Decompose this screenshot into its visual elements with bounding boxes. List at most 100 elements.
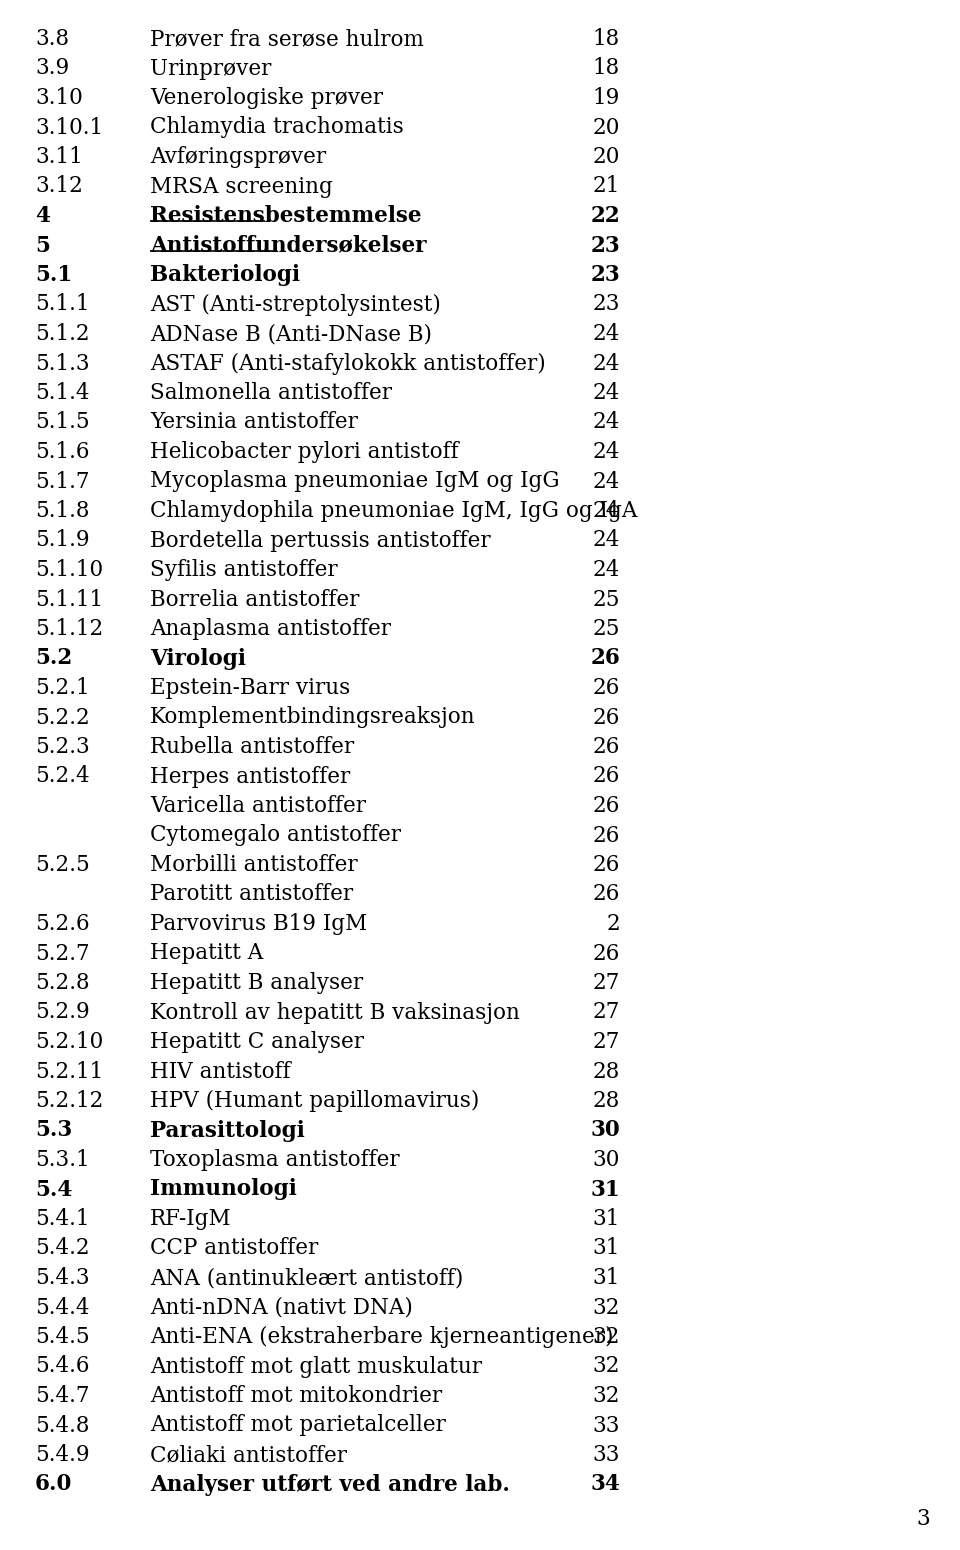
Text: 25: 25 xyxy=(592,589,620,611)
Text: 26: 26 xyxy=(592,942,620,964)
Text: 5.2.8: 5.2.8 xyxy=(35,972,89,994)
Text: 26: 26 xyxy=(592,677,620,699)
Text: ASTAF (Anti-stafylokokk antistoffer): ASTAF (Anti-stafylokokk antistoffer) xyxy=(150,352,545,375)
Text: 5.2.9: 5.2.9 xyxy=(35,1001,89,1023)
Text: Chlamydophila pneumoniae IgM, IgG og IgA: Chlamydophila pneumoniae IgM, IgG og IgA xyxy=(150,501,637,522)
Text: 5.1.2: 5.1.2 xyxy=(35,322,89,346)
Text: 24: 24 xyxy=(592,501,620,522)
Text: 21: 21 xyxy=(592,175,620,197)
Text: 5.3: 5.3 xyxy=(35,1119,72,1141)
Text: Prøver fra serøse hulrom: Prøver fra serøse hulrom xyxy=(150,28,424,50)
Text: Yersinia antistoffer: Yersinia antistoffer xyxy=(150,411,358,434)
Text: Epstein-Barr virus: Epstein-Barr virus xyxy=(150,677,350,699)
Text: 31: 31 xyxy=(592,1207,620,1231)
Text: Antistoff mot mitokondrier: Antistoff mot mitokondrier xyxy=(150,1386,443,1407)
Text: 5.2: 5.2 xyxy=(35,648,72,670)
Text: Virologi: Virologi xyxy=(150,648,246,670)
Text: 5.1.9: 5.1.9 xyxy=(35,530,89,552)
Text: 3.11: 3.11 xyxy=(35,146,83,167)
Text: 5.4.6: 5.4.6 xyxy=(35,1356,89,1378)
Text: 5.4.4: 5.4.4 xyxy=(35,1296,89,1319)
Text: Komplementbindingsreaksjon: Komplementbindingsreaksjon xyxy=(150,707,475,728)
Text: 5.1.11: 5.1.11 xyxy=(35,589,103,611)
Text: ADNase B (Anti-DNase B): ADNase B (Anti-DNase B) xyxy=(150,322,432,346)
Text: Borrelia antistoffer: Borrelia antistoffer xyxy=(150,589,359,611)
Text: 3.10: 3.10 xyxy=(35,87,83,108)
Text: 5.2.5: 5.2.5 xyxy=(35,854,89,876)
Text: 5.2.4: 5.2.4 xyxy=(35,766,89,787)
Text: Hepatitt C analyser: Hepatitt C analyser xyxy=(150,1031,364,1052)
Text: 23: 23 xyxy=(592,293,620,316)
Text: 5.3.1: 5.3.1 xyxy=(35,1149,89,1170)
Text: 31: 31 xyxy=(590,1178,620,1201)
Text: 27: 27 xyxy=(592,1031,620,1052)
Text: 5.2.11: 5.2.11 xyxy=(35,1060,104,1082)
Text: Morbilli antistoffer: Morbilli antistoffer xyxy=(150,854,358,876)
Text: Immunologi: Immunologi xyxy=(150,1178,297,1201)
Text: 26: 26 xyxy=(592,883,620,905)
Text: ANA (antinukleært antistoff): ANA (antinukleært antistoff) xyxy=(150,1266,464,1290)
Text: 5.2.12: 5.2.12 xyxy=(35,1090,104,1111)
Text: 3.12: 3.12 xyxy=(35,175,83,197)
Text: 5.2.10: 5.2.10 xyxy=(35,1031,104,1052)
Text: Mycoplasma pneumoniae IgM og IgG: Mycoplasma pneumoniae IgM og IgG xyxy=(150,471,560,493)
Text: 32: 32 xyxy=(592,1296,620,1319)
Text: 3.10.1: 3.10.1 xyxy=(35,116,103,138)
Text: 3: 3 xyxy=(916,1508,930,1530)
Text: Anaplasma antistoffer: Anaplasma antistoffer xyxy=(150,618,391,640)
Text: 28: 28 xyxy=(592,1090,620,1111)
Text: Cøliaki antistoffer: Cøliaki antistoffer xyxy=(150,1445,347,1466)
Text: 4: 4 xyxy=(35,205,50,226)
Text: 5.2.7: 5.2.7 xyxy=(35,942,89,964)
Text: 5.1.3: 5.1.3 xyxy=(35,352,89,375)
Text: CCP antistoffer: CCP antistoffer xyxy=(150,1237,319,1260)
Text: 5: 5 xyxy=(35,234,50,256)
Text: 18: 18 xyxy=(592,28,620,50)
Text: 24: 24 xyxy=(592,322,620,346)
Text: 5.4.1: 5.4.1 xyxy=(35,1207,89,1231)
Text: Bordetella pertussis antistoffer: Bordetella pertussis antistoffer xyxy=(150,530,491,552)
Text: 26: 26 xyxy=(592,795,620,817)
Text: Venerologiske prøver: Venerologiske prøver xyxy=(150,87,383,108)
Text: Parasittologi: Parasittologi xyxy=(150,1119,304,1141)
Text: Kontroll av hepatitt B vaksinasjon: Kontroll av hepatitt B vaksinasjon xyxy=(150,1001,520,1023)
Text: Bakteriologi: Bakteriologi xyxy=(150,264,300,287)
Text: 23: 23 xyxy=(590,234,620,256)
Text: Analyser utført ved andre lab.: Analyser utført ved andre lab. xyxy=(150,1474,510,1496)
Text: 20: 20 xyxy=(592,116,620,138)
Text: Cytomegalo antistoffer: Cytomegalo antistoffer xyxy=(150,825,401,846)
Text: 24: 24 xyxy=(592,411,620,434)
Text: 31: 31 xyxy=(592,1237,620,1260)
Text: 5.2.3: 5.2.3 xyxy=(35,736,89,758)
Text: 5.1.12: 5.1.12 xyxy=(35,618,104,640)
Text: Varicella antistoffer: Varicella antistoffer xyxy=(150,795,366,817)
Text: 26: 26 xyxy=(592,825,620,846)
Text: 24: 24 xyxy=(592,560,620,581)
Text: Salmonella antistoffer: Salmonella antistoffer xyxy=(150,381,392,405)
Text: 33: 33 xyxy=(592,1415,620,1437)
Text: 5.4.9: 5.4.9 xyxy=(35,1445,89,1466)
Text: Anti-nDNA (nativt DNA): Anti-nDNA (nativt DNA) xyxy=(150,1296,413,1319)
Text: HIV antistoff: HIV antistoff xyxy=(150,1060,291,1082)
Text: Syfilis antistoffer: Syfilis antistoffer xyxy=(150,560,338,581)
Text: Rubella antistoffer: Rubella antistoffer xyxy=(150,736,354,758)
Text: 5.1.8: 5.1.8 xyxy=(35,501,89,522)
Text: 5.2.6: 5.2.6 xyxy=(35,913,89,935)
Text: 24: 24 xyxy=(592,381,620,405)
Text: Antistoff mot parietalceller: Antistoff mot parietalceller xyxy=(150,1415,445,1437)
Text: 32: 32 xyxy=(592,1325,620,1348)
Text: 5.1.1: 5.1.1 xyxy=(35,293,89,316)
Text: HPV (Humant papillomavirus): HPV (Humant papillomavirus) xyxy=(150,1090,479,1111)
Text: 5.1.5: 5.1.5 xyxy=(35,411,89,434)
Text: 33: 33 xyxy=(592,1445,620,1466)
Text: Parotitt antistoffer: Parotitt antistoffer xyxy=(150,883,353,905)
Text: 3.8: 3.8 xyxy=(35,28,69,50)
Text: Herpes antistoffer: Herpes antistoffer xyxy=(150,766,350,787)
Text: Helicobacter pylori antistoff: Helicobacter pylori antistoff xyxy=(150,442,459,463)
Text: 31: 31 xyxy=(592,1266,620,1290)
Text: Avføringsprøver: Avføringsprøver xyxy=(150,146,326,167)
Text: 5.2.2: 5.2.2 xyxy=(35,707,89,728)
Text: 5.4: 5.4 xyxy=(35,1178,72,1201)
Text: 6.0: 6.0 xyxy=(35,1474,72,1496)
Text: 25: 25 xyxy=(592,618,620,640)
